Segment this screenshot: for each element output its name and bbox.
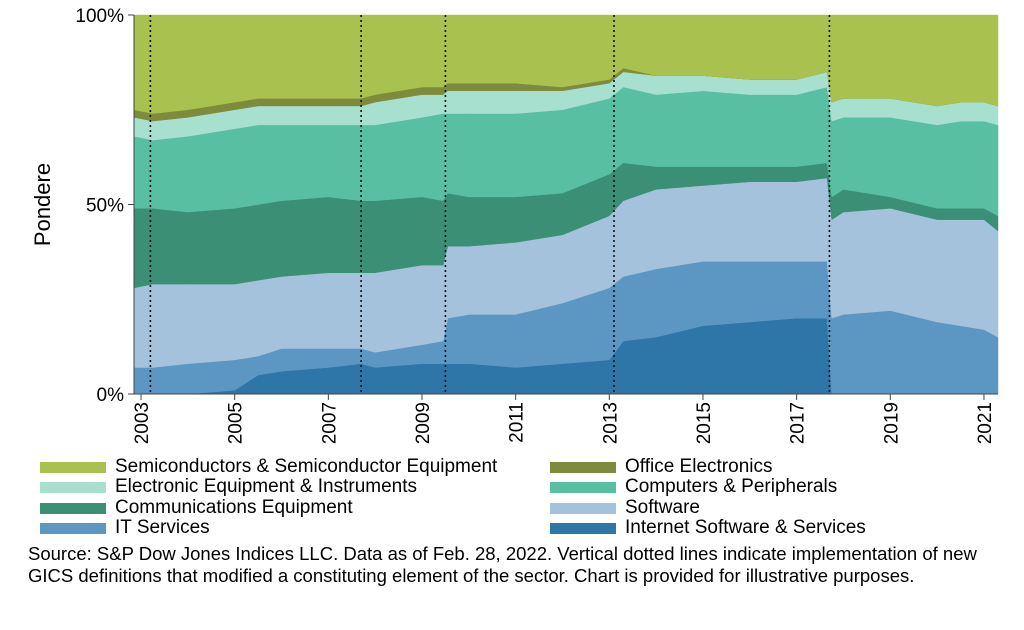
- stacked-area-chart: 0% 50% 100% 2003 2005 2007 2009 2011 2013 2015 201…: [30, 6, 999, 444]
- legend-item: Computers & Peripherals: [550, 477, 837, 497]
- y-tick-label: 0%: [97, 385, 125, 406]
- source-note: Source: S&P Dow Jones Indices LLC. Data …: [28, 543, 977, 586]
- legend-swatch: [550, 522, 616, 534]
- x-tick-label: 2019: [881, 402, 902, 444]
- y-tick-label: 100%: [75, 6, 124, 27]
- x-tick-label: 2013: [600, 402, 621, 444]
- area-semiconductors-semiconductor-equipment: [133, 14, 999, 114]
- x-tick-label: 2011: [507, 402, 528, 443]
- legend-label: Computers & Peripherals: [625, 476, 838, 497]
- y-tick-label: 50%: [86, 196, 124, 217]
- legend-label: Office Electronics: [625, 456, 773, 477]
- x-tick-label: 2003: [132, 402, 153, 444]
- x-tick-label: 2017: [788, 402, 809, 444]
- x-tick-label: 2021: [975, 402, 996, 444]
- legend-label: Communications Equipment: [115, 497, 353, 518]
- x-tick-label: 2009: [413, 402, 434, 444]
- legend-label: Internet Software & Services: [625, 517, 866, 538]
- legend-swatch: [40, 502, 106, 514]
- legend-item: Communications Equipment: [40, 498, 353, 518]
- legend-item: Semiconductors & Semiconductor Equipment: [40, 457, 497, 477]
- x-tick-label: 2015: [694, 402, 715, 444]
- legend-label: Semiconductors & Semiconductor Equipment: [115, 456, 498, 477]
- chart-area: 0% 50% 100% 2003 2005 2007 2009 2011 2013 2015 201…: [30, 6, 999, 444]
- legend-item: Software: [550, 498, 700, 518]
- legend-swatch: [550, 481, 616, 493]
- legend-label: Software: [625, 497, 700, 518]
- legend-item: IT Services: [40, 518, 210, 538]
- legend-swatch: [550, 461, 616, 473]
- x-tick-label: 2005: [226, 402, 247, 444]
- legend-item: Internet Software & Services: [550, 518, 866, 538]
- legend-item: Office Electronics: [550, 457, 772, 477]
- legend-swatch: [550, 502, 616, 514]
- legend-label: Electronic Equipment & Instruments: [115, 476, 418, 497]
- y-axis-label: Pondere: [30, 163, 55, 246]
- legend-swatch: [40, 522, 106, 534]
- legend-item: Electronic Equipment & Instruments: [40, 477, 417, 497]
- legend-swatch: [40, 461, 106, 473]
- legend-label: IT Services: [115, 517, 210, 538]
- legend-swatch: [40, 481, 106, 493]
- x-tick-label: 2007: [319, 402, 340, 444]
